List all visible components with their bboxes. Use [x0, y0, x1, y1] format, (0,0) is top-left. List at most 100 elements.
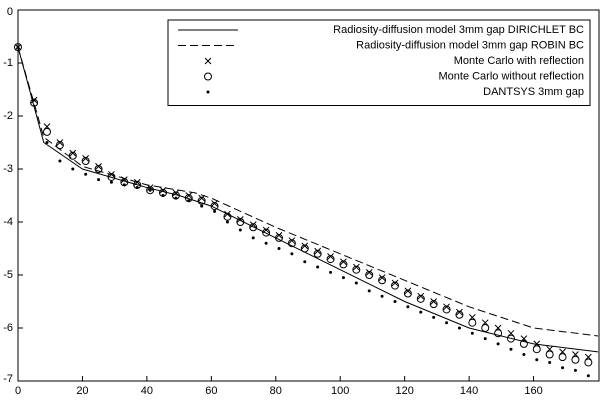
x-marker: [69, 149, 77, 157]
dot-marker: [174, 196, 178, 200]
circle-marker: [442, 305, 451, 314]
dot-marker: [316, 265, 320, 269]
dot-marker: [161, 194, 165, 197]
x-marker: [378, 274, 386, 282]
dot-marker: [341, 276, 345, 280]
circle-marker: [455, 310, 464, 319]
dot-marker: [16, 45, 20, 49]
circle-marker: [14, 43, 22, 52]
x-marker: [340, 258, 347, 266]
dot-marker: [445, 321, 449, 325]
y-tick-label: -6: [3, 322, 13, 334]
y-tick-label: -4: [3, 216, 13, 228]
circle-marker: [300, 244, 309, 253]
circle-marker: [55, 141, 64, 150]
x-tick-label: 60: [205, 385, 217, 397]
x-tick-label: 100: [331, 385, 349, 397]
dot-marker: [109, 180, 113, 184]
x-marker: [146, 184, 154, 191]
circle-marker: [481, 324, 490, 332]
x-tick-label: 20: [76, 385, 88, 397]
circle-marker: [584, 358, 593, 367]
dot-marker: [45, 141, 49, 144]
y-tick-label: -5: [3, 269, 13, 281]
dot-marker: [406, 305, 410, 309]
y-tick-label: -3: [3, 163, 13, 175]
dot-marker: [264, 241, 268, 245]
circle-marker: [391, 281, 399, 290]
circle-marker: [94, 165, 103, 173]
dot-marker: [213, 209, 217, 213]
circle-marker: [81, 157, 90, 166]
x-tick-label: 120: [395, 385, 413, 397]
legend-label: Radiosity-diffusion model 3mm gap ROBIN …: [356, 39, 584, 51]
x-marker: [172, 189, 180, 197]
dot-marker: [380, 294, 384, 298]
dot-marker: [225, 220, 229, 224]
dot-marker: [251, 236, 255, 240]
dot-marker: [329, 270, 333, 274]
dot-marker: [535, 358, 539, 362]
x-marker: [327, 253, 334, 260]
x-marker: [301, 242, 309, 250]
y-tick-label: -7: [3, 373, 13, 385]
plot-frame: [17, 9, 600, 382]
x-marker: [249, 221, 257, 229]
x-marker: [404, 287, 412, 295]
dot-marker: [206, 90, 210, 94]
x-marker: [352, 263, 360, 271]
x-marker: [133, 178, 141, 186]
dot-marker: [84, 172, 88, 176]
circle-marker: [378, 276, 387, 285]
legend-label: Monte Carlo without reflection: [438, 70, 584, 82]
x-marker: [120, 176, 128, 183]
dot-marker: [148, 188, 152, 192]
circle-marker: [326, 255, 335, 264]
circle-marker: [532, 345, 541, 354]
dot-marker: [496, 342, 500, 346]
circle-marker: [236, 218, 245, 226]
dot-marker: [509, 347, 513, 351]
circle-marker: [416, 294, 425, 303]
circle-marker: [43, 127, 51, 136]
dot-marker: [135, 186, 139, 190]
circle-marker: [352, 265, 361, 274]
dot-marker: [71, 167, 75, 171]
circle-marker: [558, 353, 567, 362]
x-tick-label: 40: [141, 385, 153, 397]
circle-marker: [429, 300, 438, 309]
circle-marker: [223, 212, 232, 221]
x-marker: [211, 200, 218, 207]
dot-marker: [419, 310, 423, 314]
circle-marker: [468, 318, 477, 327]
x-marker: [82, 155, 90, 162]
dot-marker: [122, 183, 126, 187]
dot-marker: [32, 98, 36, 102]
dot-marker: [58, 159, 62, 163]
x-marker: [391, 279, 399, 287]
dot-marker: [187, 199, 191, 203]
dot-marker: [483, 337, 487, 341]
dot-marker: [277, 247, 281, 250]
legend-box: [167, 19, 591, 106]
x-marker: [443, 303, 450, 311]
circle-marker: [107, 172, 116, 181]
x-tick-label: 80: [270, 385, 282, 397]
legend-label: DANTSYS 3mm gap: [483, 86, 584, 98]
circle-marker: [403, 289, 412, 298]
dot-marker: [303, 260, 307, 264]
circle-marker: [275, 233, 283, 242]
x-marker: [275, 231, 283, 239]
dot-marker: [432, 315, 436, 319]
dot-marker: [548, 360, 552, 364]
x-marker: [417, 292, 425, 300]
x-marker: [288, 237, 296, 244]
dot-marker: [573, 368, 577, 372]
y-tick-label: -2: [3, 110, 13, 122]
dot-marker: [354, 281, 358, 285]
x-marker: [108, 170, 115, 178]
dot-marker: [561, 366, 565, 370]
x-tick-label: 140: [460, 385, 478, 397]
circle-marker: [197, 196, 206, 205]
